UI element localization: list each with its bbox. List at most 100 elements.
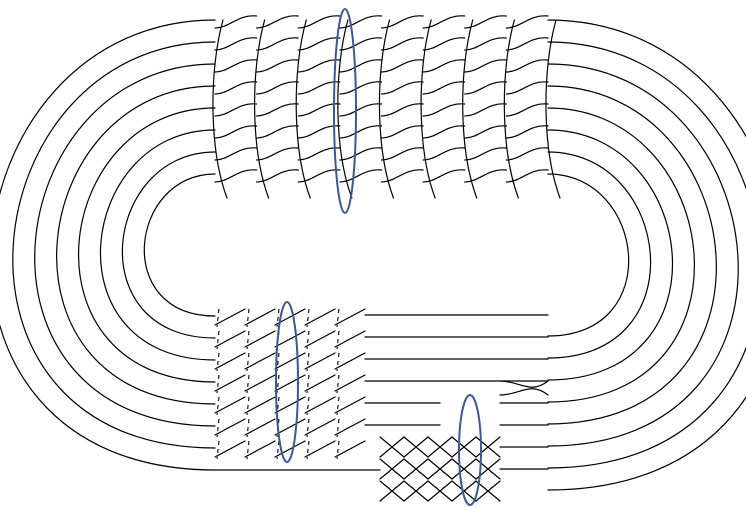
upper-braid-strand <box>256 81 299 95</box>
outer-arc-right <box>547 151 651 359</box>
outer-arc-left <box>56 85 216 405</box>
upper-braid-strand <box>256 147 299 161</box>
upper-braid-strand <box>339 125 383 139</box>
lower-left-braid-dashed <box>216 396 220 416</box>
lower-left-braid-dashed <box>336 330 340 350</box>
lower-left-braid-strand <box>244 440 276 458</box>
lower-left-braid-dashed <box>336 396 340 416</box>
lower-left-braid-dashed <box>276 308 280 328</box>
upper-braid-rung <box>337 19 353 199</box>
upper-braid-strand <box>422 37 466 51</box>
upper-braid-strand <box>422 81 466 95</box>
upper-braid-strand <box>256 37 299 51</box>
lower-left-braid-strand <box>244 396 276 414</box>
lower-left-braid-strand <box>274 352 306 370</box>
outer-closure-arcs <box>0 19 746 491</box>
lower-left-braid-strand <box>244 330 276 348</box>
lower-left-braid-dashed <box>216 374 220 394</box>
upper-braid-strand <box>380 15 424 29</box>
upper-braid-strand <box>297 103 341 117</box>
upper-braid-strand <box>339 15 383 29</box>
upper-braid-strand <box>380 125 424 139</box>
lower-left-braid-dashed <box>246 396 250 416</box>
lower-right-braid-strand <box>451 480 477 502</box>
outer-arc-left <box>34 63 216 427</box>
linking-rings <box>275 8 482 506</box>
upper-braid-strand <box>297 37 341 51</box>
lower-left-braid-dashed <box>216 330 220 350</box>
upper-braid-strand <box>297 125 341 139</box>
lower-left-braid-strand <box>214 440 246 458</box>
upper-braid-strand <box>214 125 258 139</box>
lower-right-crossing <box>499 388 549 396</box>
outer-arc-left <box>143 173 216 317</box>
upper-braid-strand <box>256 15 299 29</box>
outer-arc-right <box>547 85 717 425</box>
upper-braid-strand <box>339 103 383 117</box>
lower-left-braid-strand <box>334 418 366 436</box>
upper-braid-strand <box>256 59 299 73</box>
upper-braid-rung <box>212 19 228 199</box>
upper-braid-strand <box>505 125 549 139</box>
lower-left-braid-strand <box>334 308 366 326</box>
upper-braid-strand <box>505 37 549 51</box>
lower-left-braid-dashed <box>306 440 310 460</box>
lower-left-braid-dashed <box>306 396 310 416</box>
lower-left-braid-region <box>214 308 366 460</box>
upper-braid-strand <box>464 169 507 183</box>
lower-left-braid-dashed <box>276 352 280 372</box>
upper-braid-strand <box>380 169 424 183</box>
outer-arc-right <box>547 129 674 381</box>
outer-arc-left <box>0 19 216 471</box>
upper-braid-strand <box>464 15 507 29</box>
lower-left-braid-dashed <box>306 352 310 372</box>
lower-left-braid-strand <box>214 330 246 348</box>
lower-left-braid-strand <box>304 330 336 348</box>
lower-left-braid-strand <box>334 330 366 348</box>
upper-braid-strand <box>422 147 466 161</box>
outer-arc-left <box>78 107 216 383</box>
upper-braid-strand <box>214 147 258 161</box>
lower-left-braid-dashed <box>336 374 340 394</box>
upper-braid-strand <box>214 169 258 183</box>
upper-braid-strand <box>256 169 299 183</box>
lower-left-braid-strand <box>214 352 246 370</box>
lower-left-braid-dashed <box>216 308 220 328</box>
lower-right-braid-strand <box>475 480 501 502</box>
lower-right-braid-region <box>379 380 549 502</box>
lower-left-braid-dashed <box>216 418 220 438</box>
upper-braid-strand <box>505 59 549 73</box>
lower-left-braid-strand <box>274 330 306 348</box>
upper-braid-strand <box>297 59 341 73</box>
upper-braid-rung <box>420 19 436 199</box>
upper-braid-strand <box>464 103 507 117</box>
lower-right-braid-strand <box>427 480 453 502</box>
upper-braid-strand <box>422 103 466 117</box>
lower-right-braid-strand <box>379 480 405 502</box>
lower-left-braid-strand <box>304 374 336 392</box>
lower-left-braid-strand <box>334 440 366 458</box>
lower-left-braid-strand <box>304 308 336 326</box>
upper-braid-strand <box>422 15 466 29</box>
lower-left-braid-dashed <box>306 330 310 350</box>
upper-braid-strand <box>505 147 549 161</box>
lower-left-braid-strand <box>304 396 336 414</box>
lower-left-braid-strand <box>274 440 306 458</box>
lower-left-braid-strand <box>214 374 246 392</box>
upper-braid-strand <box>380 81 424 95</box>
upper-braid-strand <box>464 81 507 95</box>
lower-right-braid-strand <box>403 480 429 502</box>
upper-braid-strand <box>464 59 507 73</box>
upper-braid-strand <box>464 125 507 139</box>
upper-braid-strand <box>422 59 466 73</box>
upper-braid-strand <box>505 103 549 117</box>
upper-braid-strand <box>214 37 258 51</box>
upper-braid-strand <box>339 169 383 183</box>
upper-braid-strand <box>297 147 341 161</box>
upper-linking-ring <box>333 8 357 214</box>
upper-braid-strand <box>297 81 341 95</box>
braid-connector-strands <box>214 314 549 471</box>
lower-left-braid-strand <box>244 374 276 392</box>
lower-right-braid-strand <box>403 436 429 458</box>
